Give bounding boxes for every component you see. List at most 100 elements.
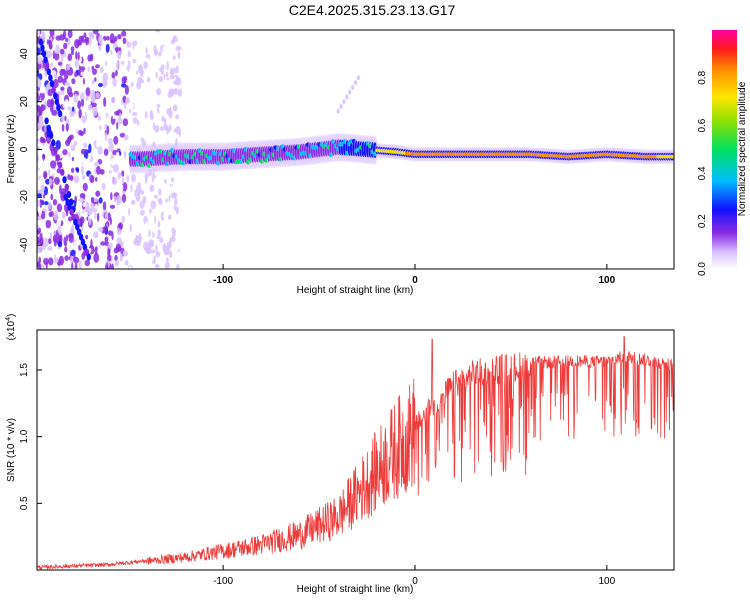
spectrogram-noise-blob <box>87 54 93 62</box>
spectrogram-noise-blob <box>87 97 91 106</box>
spectrogram-noise-blob <box>88 143 92 154</box>
spectrogram-noise-blob <box>87 152 92 162</box>
spectrogram-noise-blob <box>79 208 84 214</box>
snr-x-tick-label: 0 <box>412 576 418 587</box>
spectrogram-noise-blob <box>121 83 127 88</box>
spectrogram-noise-blob <box>157 229 161 238</box>
spectrogram-noise-blob <box>50 62 54 68</box>
spectrogram-noise-blob <box>39 199 45 204</box>
spectrogram-noise-blob <box>84 259 91 267</box>
spectrogram-noise-blob <box>41 31 46 42</box>
spectrogram-noise-blob <box>121 30 127 37</box>
spectrogram-noise-blob <box>129 108 132 114</box>
spectrogram-noise-blob <box>70 144 76 152</box>
spectrogram-noise-blob <box>48 178 53 186</box>
spectrogram-noise-blob <box>129 223 132 233</box>
spectrogram-noise-blob <box>56 217 62 227</box>
spectrogram-noise-blob <box>163 222 168 230</box>
spectrogram-noise-blob <box>111 97 116 103</box>
spectrogram-x-tick-label: 100 <box>599 275 616 286</box>
spectrogram-noise-blob <box>37 78 42 88</box>
spectrogram-noise-blob <box>152 231 155 239</box>
spectrogram-noise-blob <box>116 121 119 130</box>
spectrogram-noise-blob <box>66 64 71 71</box>
spectrogram-noise-blob <box>156 186 159 197</box>
spectrogram-noise-blob <box>122 37 127 45</box>
spectrogram-noise-blob <box>59 184 62 195</box>
spectrogram-noise-blob <box>155 30 161 33</box>
spectrogram-noise-blob <box>65 234 69 242</box>
spectrogram-noise-blob <box>172 104 178 112</box>
spectrogram-noise-blob <box>71 224 75 235</box>
spectrogram-noise-blob <box>68 233 74 243</box>
spectrogram-noise-blob <box>50 193 54 201</box>
spectrogram-noise-blob <box>63 71 69 80</box>
spectrogram-noise-blob <box>150 200 157 210</box>
spectrogram-x-label: Height of straight line (km) <box>297 285 414 296</box>
spectrogram-noise-blob <box>39 177 44 187</box>
colorbar-tick-label: 0.0 <box>697 262 708 276</box>
spectrogram-noise-blob <box>166 32 171 39</box>
spectrogram-noise-blob <box>144 172 148 181</box>
spectrogram-noise-blob <box>168 195 171 203</box>
spectrogram-noise-blob <box>139 209 145 216</box>
spectrogram-noise-blob <box>174 244 179 253</box>
spectrogram-noise-blob <box>170 185 173 193</box>
spectrogram-noise-blob <box>164 245 170 256</box>
spectrogram-noise-blob <box>127 50 131 58</box>
spectrogram-noise-blob <box>104 131 108 142</box>
spectrogram-noise-blob <box>148 100 154 107</box>
spectrogram-noise-blob <box>52 198 58 206</box>
spectrogram-noise-blob <box>163 123 168 131</box>
spectrogram-panel: -100 0 100 40 20 0 -20 -40 Height of straight … <box>6 29 675 296</box>
spectrogram-streak-blob <box>57 161 63 169</box>
spectrogram-noise-blob <box>50 98 54 108</box>
spectrogram-noise-blob <box>49 232 53 239</box>
spectrogram-noise-blob <box>172 88 178 95</box>
spectrogram-noise-blob <box>92 30 99 35</box>
snr-y-multiplier-exp: 4 <box>5 317 12 321</box>
spectrogram-noise-blob <box>48 202 52 210</box>
spectrogram-noise-blob <box>113 195 117 203</box>
spectrogram-noise-blob <box>157 243 164 254</box>
spectrogram-noise-blob <box>164 118 167 126</box>
spectrogram-noise-blob <box>55 139 61 150</box>
spectrogram-noise-blob <box>74 59 79 68</box>
snr-y-tick-label: 1.5 <box>19 363 30 377</box>
spectrogram-noise-blob <box>37 137 40 144</box>
spectrogram-noise-blob <box>107 230 113 236</box>
spectrogram-noise-blob <box>45 84 48 94</box>
spectrogram-noise-blob <box>53 40 56 51</box>
spectrogram-noise-blob <box>158 75 164 82</box>
spectrogram-noise-blob <box>75 51 78 60</box>
spectrogram-noise-blob <box>115 243 122 252</box>
spectrogram-faint-trace <box>354 80 357 86</box>
spectrogram-noise-blob <box>45 219 52 229</box>
spectrogram-noise-blob <box>73 175 80 184</box>
spectrogram-noise-blob <box>49 30 55 37</box>
spectrogram-noise-blob <box>142 117 145 128</box>
spectrogram-noise-blob <box>112 114 116 120</box>
spectrogram-noise-blob <box>71 156 75 162</box>
spectrogram-noise-blob <box>79 216 85 224</box>
spectrogram-noise-blob <box>60 86 65 91</box>
spectrogram-noise-blob <box>80 71 85 77</box>
spectrogram-noise-blob <box>118 222 124 230</box>
spectrogram-noise-blob <box>64 246 68 253</box>
spectrogram-noise-blob <box>132 124 138 129</box>
spectrogram-noise-blob <box>177 88 183 97</box>
snr-frame <box>36 329 675 571</box>
spectrogram-noise-blob <box>160 211 165 222</box>
spectrogram-noise-blob <box>131 199 136 205</box>
spectrogram-noise-blob <box>150 249 156 254</box>
spectrogram-noise-blob <box>89 89 96 100</box>
spectrogram-noise-blob <box>174 198 178 206</box>
spectrogram-noise-blob <box>178 220 183 229</box>
spectrogram-noise-blob <box>106 125 110 135</box>
spectrogram-noise-blob <box>75 167 80 173</box>
spectrogram-noise-blob <box>170 47 175 53</box>
spectrogram-noise-blob <box>107 242 113 250</box>
spectrogram-noise-blob <box>64 115 67 122</box>
spectrogram-noise-blob <box>155 113 161 120</box>
spectrogram-noise-blob <box>93 252 100 263</box>
